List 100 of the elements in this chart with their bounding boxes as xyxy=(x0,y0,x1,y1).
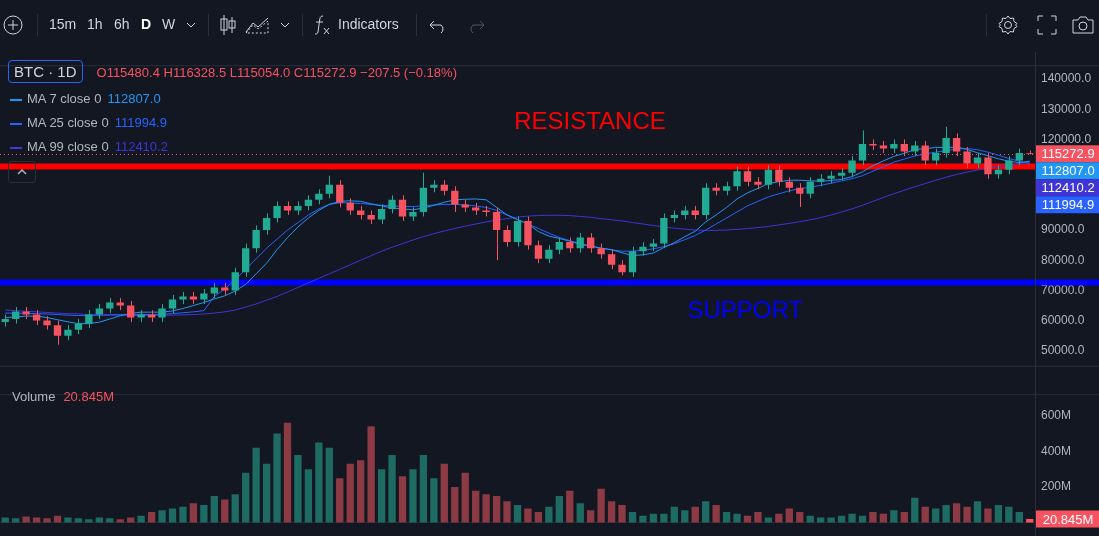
text: 112807.0 xyxy=(107,91,161,106)
bar xyxy=(660,513,668,523)
candlestick xyxy=(168,294,177,314)
bar xyxy=(973,501,982,523)
candlestick xyxy=(890,138,898,154)
candlestick xyxy=(984,152,992,180)
bar xyxy=(262,463,271,523)
bar xyxy=(32,517,41,523)
legend-label: MA 99 close 0 xyxy=(27,139,109,154)
bar xyxy=(221,499,229,523)
bar xyxy=(377,469,386,523)
bar xyxy=(336,478,344,523)
bar xyxy=(911,497,919,523)
ref-line-label: SUPPORT xyxy=(687,296,804,324)
text: D xyxy=(141,16,152,32)
bar xyxy=(273,433,281,523)
bar xyxy=(681,510,689,523)
bar xyxy=(712,504,720,523)
candlestick xyxy=(524,215,532,251)
y-tick-label: 120000.0 xyxy=(1041,131,1092,146)
bar xyxy=(796,512,804,523)
candlestick xyxy=(64,324,72,341)
bar xyxy=(702,501,710,523)
bar xyxy=(994,504,1003,523)
bar xyxy=(545,506,553,523)
bar xyxy=(607,501,616,523)
bar xyxy=(200,504,208,523)
y-tick-label: 140000.0 xyxy=(1041,71,1092,86)
bar xyxy=(639,515,647,523)
bar xyxy=(1005,506,1013,523)
candlestick xyxy=(158,303,166,323)
candlestick xyxy=(660,212,668,249)
candlestick xyxy=(691,205,699,220)
text: 20.845M xyxy=(1042,511,1094,527)
candlestick xyxy=(775,164,783,187)
y-tick-label: 400M xyxy=(1041,443,1072,458)
bar xyxy=(764,517,773,523)
candlestick xyxy=(179,291,187,305)
candlestick xyxy=(273,200,281,223)
bar xyxy=(754,512,762,523)
bar xyxy=(43,518,51,523)
candlestick xyxy=(722,181,731,196)
data-label: 111994.9 xyxy=(1041,197,1095,213)
candlestick xyxy=(137,309,145,323)
text: 6h xyxy=(114,16,130,32)
bar xyxy=(984,508,992,523)
bar xyxy=(628,512,637,523)
y-tick-label: 50000.0 xyxy=(1041,343,1085,358)
bar xyxy=(304,469,313,523)
candlestick xyxy=(712,182,720,196)
bar xyxy=(472,490,480,523)
candlestick xyxy=(106,297,114,314)
candlestick xyxy=(430,179,438,193)
bar xyxy=(242,472,250,523)
data-label: 112807.0 xyxy=(1041,163,1095,179)
bar xyxy=(1015,512,1023,523)
text: 112410.2 xyxy=(114,139,168,154)
text: Indicators xyxy=(338,16,399,32)
candlestick xyxy=(200,288,208,305)
y-tick-label: 80000.0 xyxy=(1041,252,1085,267)
legend-label: MA 25 close 0 xyxy=(27,115,109,130)
bar xyxy=(900,512,908,523)
bar xyxy=(869,512,877,523)
bar xyxy=(827,517,835,523)
bar xyxy=(482,494,490,523)
candlestick xyxy=(482,205,490,217)
candlestick xyxy=(597,243,605,260)
bar xyxy=(409,469,417,523)
bar xyxy=(357,460,365,523)
candlestick xyxy=(545,244,553,264)
y-tick-label: 90000.0 xyxy=(1041,222,1085,237)
bar xyxy=(890,510,898,523)
candlestick xyxy=(85,309,93,329)
bar xyxy=(597,488,605,523)
bar xyxy=(722,512,731,523)
candlestick xyxy=(848,155,856,178)
bar xyxy=(492,496,501,523)
bar xyxy=(618,504,626,523)
bar xyxy=(733,513,741,523)
candlestick xyxy=(942,126,950,159)
bar xyxy=(576,503,584,523)
bar xyxy=(524,508,532,523)
bar xyxy=(179,506,187,523)
chart-subtitle: 20.845M xyxy=(63,389,114,404)
bar xyxy=(210,496,218,523)
bar xyxy=(252,447,260,523)
bar xyxy=(419,454,428,523)
bar xyxy=(963,506,971,523)
bar xyxy=(440,463,448,523)
text: 1h xyxy=(87,16,103,32)
chart-title: BTC · 1D xyxy=(8,60,83,83)
y-tick-label: 70000.0 xyxy=(1041,282,1085,297)
ref-line-label: RESISTANCE xyxy=(514,106,666,134)
bar xyxy=(388,454,396,523)
bar xyxy=(566,490,574,523)
bar xyxy=(283,422,292,523)
bar xyxy=(231,494,239,523)
bar xyxy=(775,513,783,523)
text: W xyxy=(162,16,176,32)
candlestick xyxy=(22,306,30,320)
